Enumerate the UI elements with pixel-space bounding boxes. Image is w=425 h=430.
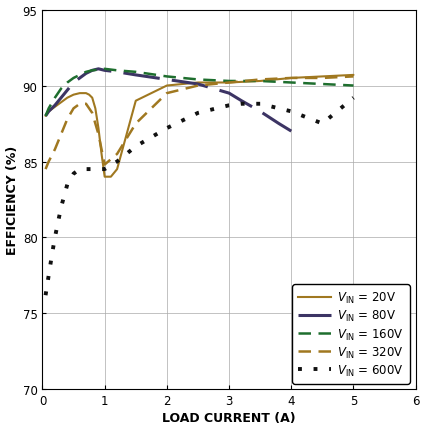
Y-axis label: EFFICIENCY (%): EFFICIENCY (%) [6, 145, 19, 255]
X-axis label: LOAD CURRENT (A): LOAD CURRENT (A) [162, 412, 296, 424]
Legend: $V_{\mathrm{IN}}$ = 20V, $V_{\mathrm{IN}}$ = 80V, $V_{\mathrm{IN}}$ = 160V, $V_{: $V_{\mathrm{IN}}$ = 20V, $V_{\mathrm{IN}… [292, 285, 410, 384]
